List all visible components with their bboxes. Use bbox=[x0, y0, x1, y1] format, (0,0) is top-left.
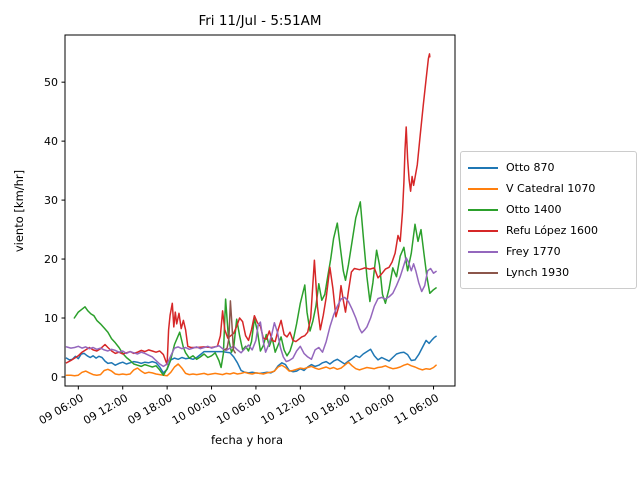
series-line-lynch-1930 bbox=[224, 300, 236, 354]
series-line-refu-l-pez-1600 bbox=[65, 53, 431, 366]
y-tick-label: 10 bbox=[44, 312, 58, 325]
legend-label: V Catedral 1070 bbox=[506, 182, 596, 195]
legend-entry-otto-1400: Otto 1400 bbox=[468, 199, 629, 220]
legend-line-swatch bbox=[468, 229, 498, 232]
legend-line-swatch bbox=[468, 271, 498, 274]
x-tick-label: 09 18:00 bbox=[126, 391, 175, 427]
legend-line-swatch bbox=[468, 208, 498, 211]
series-line-otto-1400 bbox=[73, 201, 437, 376]
x-tick-label: 09 06:00 bbox=[37, 391, 86, 427]
legend-entry-refu-l-pez-1600: Refu López 1600 bbox=[468, 220, 629, 241]
legend-entry-lynch-1930: Lynch 1930 bbox=[468, 262, 629, 283]
y-tick-label: 50 bbox=[44, 76, 58, 89]
series-lines bbox=[65, 53, 437, 377]
y-tick-label: 0 bbox=[51, 371, 58, 384]
plot-border bbox=[64, 34, 456, 387]
legend-label: Lynch 1930 bbox=[506, 266, 570, 279]
legend-entry-frey-1770: Frey 1770 bbox=[468, 241, 629, 262]
x-tick-label: 10 00:00 bbox=[170, 391, 219, 427]
legend-entry-otto-870: Otto 870 bbox=[468, 157, 629, 178]
x-axis-label: fecha y hora bbox=[211, 433, 283, 447]
plot-frame bbox=[64, 34, 456, 387]
y-tick-label: 30 bbox=[44, 194, 58, 207]
y-axis-label: viento [km/hr] bbox=[12, 170, 26, 252]
y-tick-label: 40 bbox=[44, 135, 58, 148]
legend-label: Refu López 1600 bbox=[506, 224, 598, 237]
series-line-v-catedral-1070 bbox=[65, 361, 437, 377]
x-tick-label: 10 06:00 bbox=[214, 391, 263, 427]
x-tick-label: 09 12:00 bbox=[81, 391, 130, 427]
legend-label: Otto 870 bbox=[506, 161, 555, 174]
x-tick-label: 10 18:00 bbox=[303, 391, 352, 427]
legend-line-swatch bbox=[468, 166, 498, 169]
series-line-frey-1770 bbox=[65, 257, 437, 368]
x-tick-label: 11 06:00 bbox=[392, 391, 441, 427]
legend-line-swatch bbox=[468, 187, 498, 190]
legend: Otto 870 V Catedral 1070 Otto 1400 Refu Lóp… bbox=[460, 151, 637, 289]
x-tick-label: 10 12:00 bbox=[259, 391, 308, 427]
y-tick-label: 20 bbox=[44, 253, 58, 266]
legend-line-swatch bbox=[468, 250, 498, 253]
legend-entry-v-catedral-1070: V Catedral 1070 bbox=[468, 178, 629, 199]
series-line-otto-870 bbox=[65, 335, 437, 375]
legend-label: Frey 1770 bbox=[506, 245, 561, 258]
chart-title: Fri 11/Jul - 5:51AM bbox=[198, 13, 321, 29]
x-tick-label: 11 00:00 bbox=[348, 391, 397, 427]
legend-label: Otto 1400 bbox=[506, 203, 562, 216]
